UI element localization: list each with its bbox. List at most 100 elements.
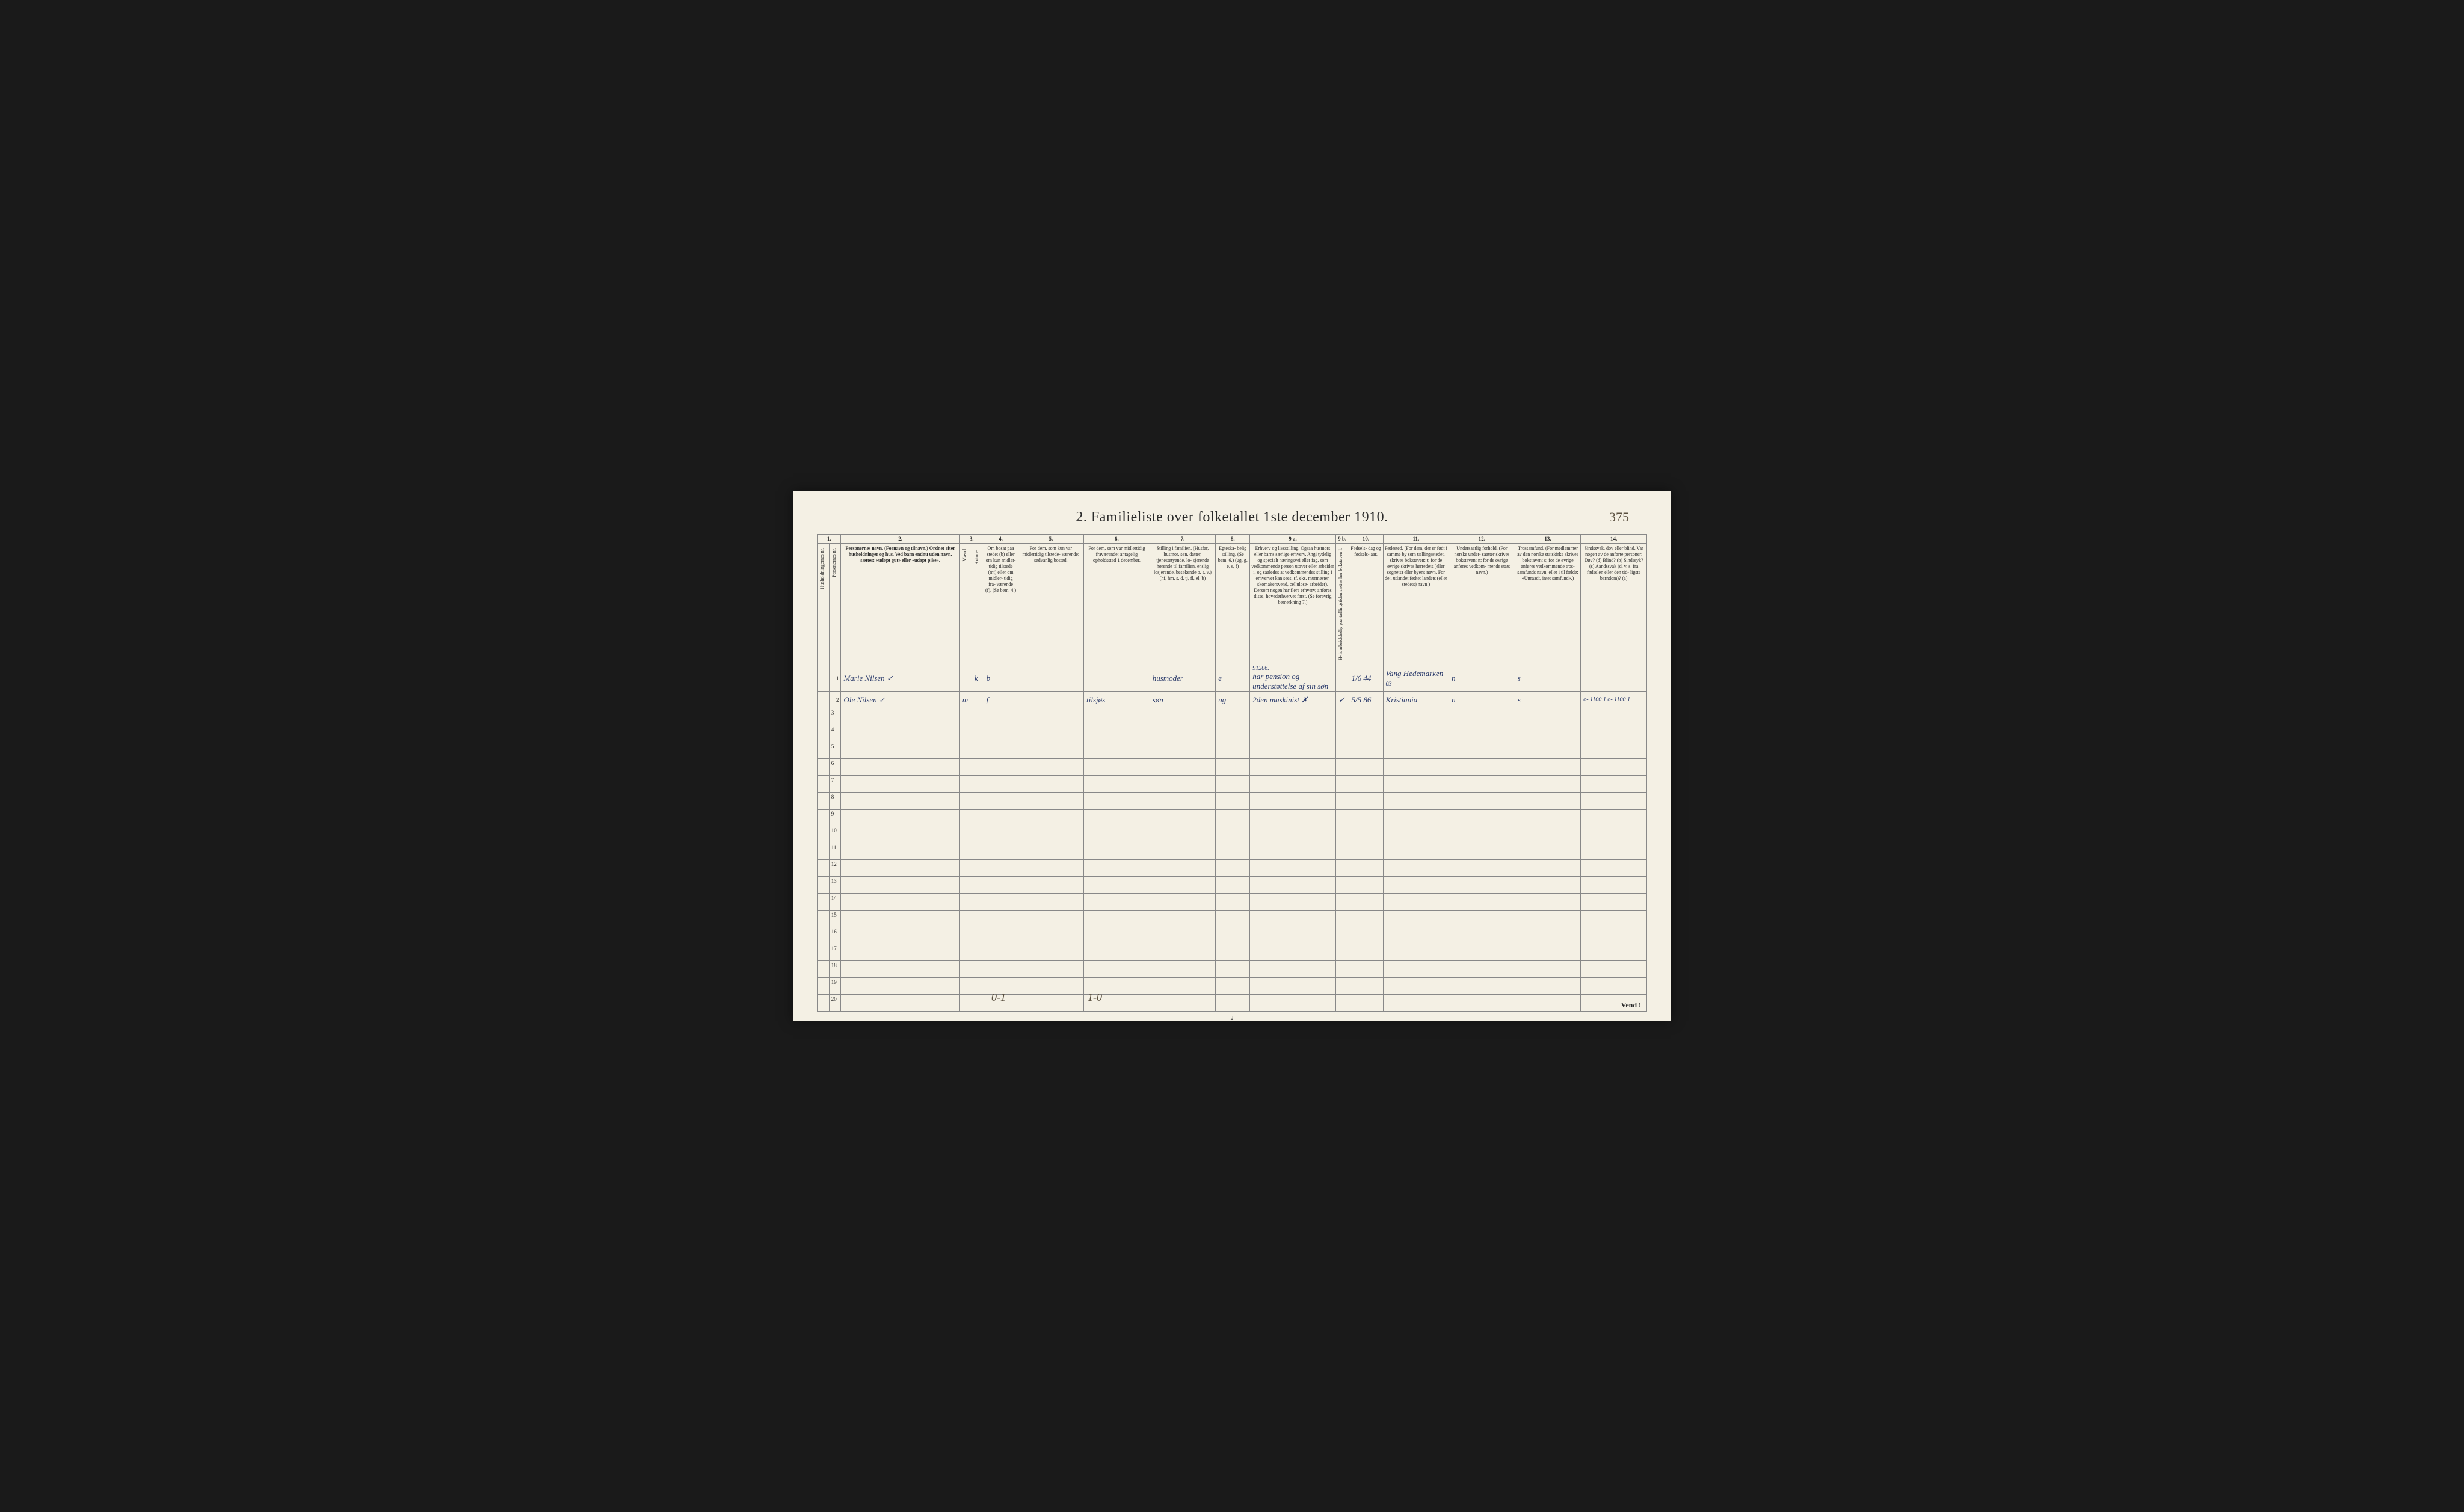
empty-cell (1084, 927, 1150, 944)
column-number-row: 1. 2. 3. 4. 5. 6. 7. 8. 9 a. 9 b. 10. 11… (818, 535, 1647, 544)
empty-cell (1449, 742, 1515, 759)
empty-cell (841, 742, 959, 759)
empty-cell (1084, 708, 1150, 725)
empty-cell (1449, 793, 1515, 810)
colnum-10: 10. (1349, 535, 1383, 544)
empty-cell (1084, 759, 1150, 776)
empty-cell (1515, 708, 1581, 725)
colnum-13: 13. (1515, 535, 1581, 544)
empty-cell (841, 877, 959, 894)
empty-cell (1250, 877, 1335, 894)
empty-cell (1581, 877, 1647, 894)
hdr-person-nr: Personernes nr. (829, 544, 841, 665)
cell-unemployed (1335, 665, 1349, 692)
empty-cell (1018, 793, 1084, 810)
empty-cell (1335, 978, 1349, 995)
colnum-11: 11. (1383, 535, 1449, 544)
empty-cell (1018, 911, 1084, 927)
empty-cell (1018, 742, 1084, 759)
household-nr (818, 894, 830, 911)
empty-cell (1581, 961, 1647, 978)
birthplace-extra: 03 (1386, 681, 1392, 687)
empty-cell (959, 708, 972, 725)
empty-cell (1250, 776, 1335, 793)
empty-cell (1349, 894, 1383, 911)
empty-cell (1084, 843, 1150, 860)
empty-cell (1383, 843, 1449, 860)
person-nr: 7 (829, 776, 841, 793)
cell-temp-present (1018, 665, 1084, 692)
empty-cell (1018, 826, 1084, 843)
empty-cell (1018, 894, 1084, 911)
empty-cell (1250, 911, 1335, 927)
empty-cell (1150, 759, 1216, 776)
household-nr (818, 725, 830, 742)
empty-cell (841, 944, 959, 961)
empty-cell (1449, 961, 1515, 978)
empty-cell (1349, 944, 1383, 961)
empty-cell (1383, 776, 1449, 793)
empty-cell (1084, 944, 1150, 961)
empty-cell (841, 911, 959, 927)
empty-cell (1581, 776, 1647, 793)
empty-cell (959, 944, 972, 961)
empty-cell (1349, 810, 1383, 826)
empty-cell (1084, 894, 1150, 911)
empty-cell (1216, 911, 1250, 927)
empty-cell (1150, 826, 1216, 843)
empty-cell (984, 793, 1018, 810)
empty-cell (1250, 894, 1335, 911)
colnum-3: 3. (959, 535, 984, 544)
empty-cell (972, 776, 984, 793)
empty-cell (841, 860, 959, 877)
empty-cell (959, 927, 972, 944)
household-nr (818, 877, 830, 894)
empty-cell (1018, 860, 1084, 877)
empty-cell (1349, 725, 1383, 742)
empty-cell (1216, 961, 1250, 978)
empty-cell (984, 725, 1018, 742)
empty-cell (984, 810, 1018, 826)
empty-cell (984, 759, 1018, 776)
person-nr: 14 (829, 894, 841, 911)
empty-cell (972, 860, 984, 877)
empty-cell (1383, 742, 1449, 759)
empty-cell (1018, 810, 1084, 826)
cell-birthdate: 1/6 44 (1349, 665, 1383, 692)
colnum-14: 14. (1581, 535, 1647, 544)
table-row: 7 (818, 776, 1647, 793)
empty-cell (972, 742, 984, 759)
cell-sex-m: m (959, 692, 972, 708)
colnum-7: 7. (1150, 535, 1216, 544)
household-nr (818, 742, 830, 759)
colnum-9a: 9 a. (1250, 535, 1335, 544)
empty-cell (1515, 995, 1581, 1012)
empty-cell (1515, 810, 1581, 826)
empty-cell (1216, 995, 1250, 1012)
table-row: 18 (818, 961, 1647, 978)
empty-cell (1581, 860, 1647, 877)
empty-cell (1250, 708, 1335, 725)
empty-cell (1515, 894, 1581, 911)
empty-cell (1084, 877, 1150, 894)
empty-cell (984, 877, 1018, 894)
empty-cell (1018, 759, 1084, 776)
empty-cell (1335, 810, 1349, 826)
hdr-birthplace: Fødested. (For dem, der er født i samme … (1383, 544, 1449, 665)
empty-cell (1335, 843, 1349, 860)
person-nr: 4 (829, 725, 841, 742)
person-nr: 5 (829, 742, 841, 759)
empty-cell (959, 877, 972, 894)
empty-cell (1515, 843, 1581, 860)
empty-cell (1349, 911, 1383, 927)
empty-cell (1216, 742, 1250, 759)
empty-cell (1449, 860, 1515, 877)
hdr-disability: Sindssvak, døv eller blind. Var nogen av… (1581, 544, 1647, 665)
empty-cell (1216, 826, 1250, 843)
empty-cell (972, 894, 984, 911)
empty-cell (1250, 843, 1335, 860)
empty-cell (1150, 725, 1216, 742)
empty-rows-body: 34567891011121314151617181920 (818, 708, 1647, 1012)
table-row: 2 Ole Nilsen ✓ m f tilsjøs søn ug 2den m… (818, 692, 1647, 708)
empty-cell (1216, 860, 1250, 877)
